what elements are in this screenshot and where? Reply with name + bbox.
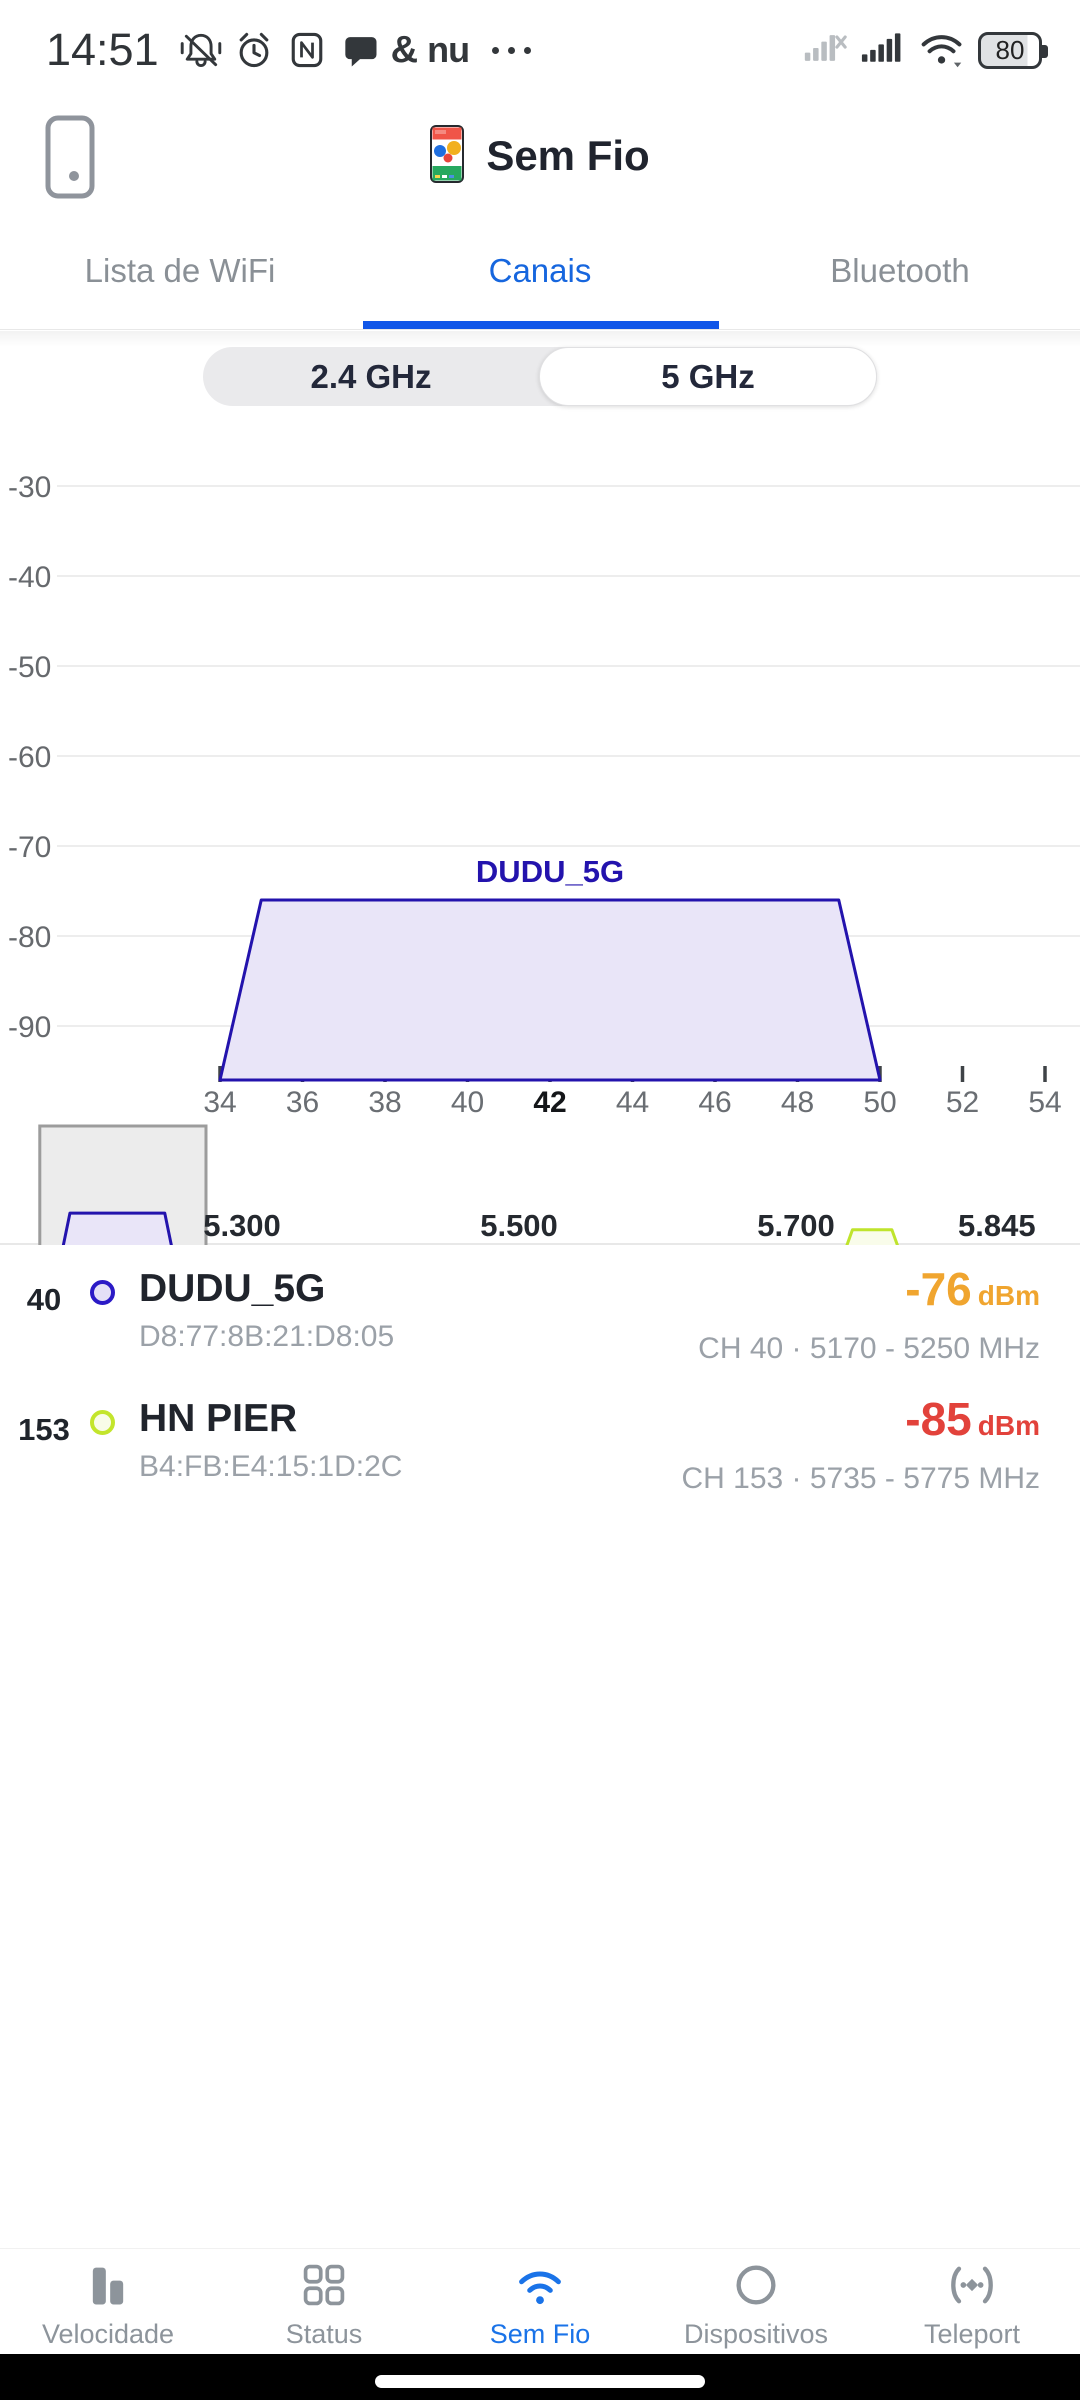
chat-icon [338, 28, 382, 72]
nav-item-status[interactable]: Status [216, 2249, 432, 2354]
svg-text:-70: -70 [8, 831, 51, 864]
svg-text:-50: -50 [8, 651, 51, 684]
tab-canais[interactable]: Canais [488, 251, 592, 289]
rssi-value: -76 [905, 1263, 972, 1315]
network-list: 40 DUDU_5G D8:77:8B:21:D8:05 -76 dBm CH 4… [0, 1254, 1080, 1514]
clock: 14:51 [46, 24, 159, 75]
app-header: Sem Fio [0, 100, 1080, 212]
nav-label: Sem Fio [489, 2319, 591, 2349]
svg-text:54: 54 [1028, 1086, 1061, 1119]
nav-label: Status [285, 2319, 363, 2349]
channel-chart[interactable]: -30 -40 -50 -60 -70 -80 -90 34 36 38 40 42 44 46 48 50 5… [0, 430, 1080, 1120]
wifi-icon [918, 26, 966, 75]
tab-lista-de-wifi[interactable]: Lista de WiFi [84, 251, 276, 289]
svg-text:-90: -90 [8, 1011, 51, 1044]
device-phone-icon[interactable] [44, 114, 96, 205]
system-navigation-bar [0, 2354, 1080, 2400]
status-bar: 14:51 & [0, 0, 1080, 100]
svg-text:-80: -80 [8, 921, 51, 954]
svg-text:46: 46 [698, 1086, 731, 1119]
svg-text:38: 38 [368, 1086, 401, 1119]
overview-freq-label: 5.700 [757, 1208, 835, 1243]
page-title: Sem Fio [486, 132, 650, 179]
rssi-unit: dBm [977, 1280, 1040, 1311]
spectrum-overview: 5.300 5.500 5.700 5.845 [0, 1120, 1080, 1245]
svg-text:50: 50 [863, 1086, 896, 1119]
channel-number: 40 [26, 1282, 62, 1317]
circle-device-icon [736, 2265, 776, 2305]
nav-label: Velocidade [41, 2319, 175, 2349]
network-row[interactable]: 40 DUDU_5G D8:77:8B:21:D8:05 -76 dBm CH 4… [0, 1254, 1080, 1384]
svg-text:34: 34 [203, 1086, 236, 1119]
mac-address: D8:77:8B:21:D8:05 [139, 1320, 395, 1353]
svg-text:48: 48 [781, 1086, 814, 1119]
ampersand-app-icon: & [390, 28, 419, 71]
channel-frequency-range: CH 40 · 5170 - 5250 MHz [698, 1332, 1040, 1365]
sim1-signal-muted-icon [802, 26, 848, 75]
nav-label: Teleport [923, 2319, 1021, 2349]
rssi-unit: dBm [977, 1410, 1040, 1441]
band-toggle: 2.4 GHz 5 GHz [203, 347, 877, 406]
svg-text:-30: -30 [8, 471, 51, 504]
overview-freq-label: 5.500 [480, 1208, 558, 1243]
teleport-icon [951, 2266, 993, 2304]
system-status-icons: 80 [802, 26, 1048, 75]
nav-item-velocidade[interactable]: Velocidade [0, 2249, 216, 2354]
bottom-nav: Velocidade Status Sem Fio Dispositivos T… [0, 2248, 1080, 2354]
nav-label: Dispositivos [683, 2319, 829, 2349]
network-row[interactable]: 153 HN PIER B4:FB:E4:15:1D:2C -85 dBm CH … [0, 1384, 1080, 1514]
overview-minimap[interactable] [0, 1120, 1080, 1245]
network-color-dot-icon [90, 1280, 115, 1305]
app-logo-icon [430, 124, 465, 188]
alarm-icon [232, 28, 276, 72]
wifi-nav-icon [519, 2271, 561, 2305]
tab-bar: Lista de WiFi Canais Bluetooth [0, 212, 1080, 347]
tab-bluetooth[interactable]: Bluetooth [830, 251, 970, 289]
nav-item-dispositivos[interactable]: Dispositivos [648, 2249, 864, 2354]
ssid: DUDU_5G [139, 1267, 326, 1310]
ssid: HN PIER [139, 1397, 298, 1440]
band-option-24ghz[interactable]: 2.4 GHz [310, 357, 432, 395]
svg-text:DUDU_5G: DUDU_5G [476, 854, 624, 889]
channel-number: 153 [18, 1412, 70, 1447]
nav-item-sem-fio[interactable]: Sem Fio [432, 2249, 648, 2354]
network-color-dot-icon [90, 1410, 115, 1435]
grid-icon [303, 2264, 345, 2306]
rssi-value: -85 [905, 1393, 972, 1445]
svg-text:42: 42 [533, 1086, 566, 1119]
sim2-signal-icon [860, 26, 906, 75]
active-tab-indicator [363, 321, 719, 329]
home-indicator[interactable] [375, 2375, 705, 2388]
band-option-5ghz[interactable]: 5 GHz [539, 347, 877, 406]
nav-item-teleport[interactable]: Teleport [864, 2249, 1080, 2354]
battery-percent: 80 [995, 34, 1025, 65]
battery-indicator: 80 [978, 31, 1048, 69]
channel-frequency-range: CH 153 · 5735 - 5775 MHz [681, 1462, 1040, 1495]
nfc-icon [285, 28, 329, 72]
svg-text:40: 40 [451, 1086, 484, 1119]
mac-address: B4:FB:E4:15:1D:2C [139, 1450, 403, 1483]
speed-bars-icon [92, 2267, 124, 2305]
svg-text:36: 36 [286, 1086, 319, 1119]
overview-freq-label: 5.300 [203, 1208, 281, 1243]
svg-text:-40: -40 [8, 561, 51, 594]
overview-freq-label: 5.845 [958, 1208, 1036, 1243]
svg-text:44: 44 [616, 1086, 649, 1119]
svg-text:52: 52 [946, 1086, 979, 1119]
nubank-icon: nu [427, 29, 470, 70]
notification-icons: & nu [179, 28, 532, 72]
mute-vibrate-icon [179, 28, 223, 72]
more-notifications-icon [492, 46, 532, 54]
svg-text:-60: -60 [8, 741, 51, 774]
